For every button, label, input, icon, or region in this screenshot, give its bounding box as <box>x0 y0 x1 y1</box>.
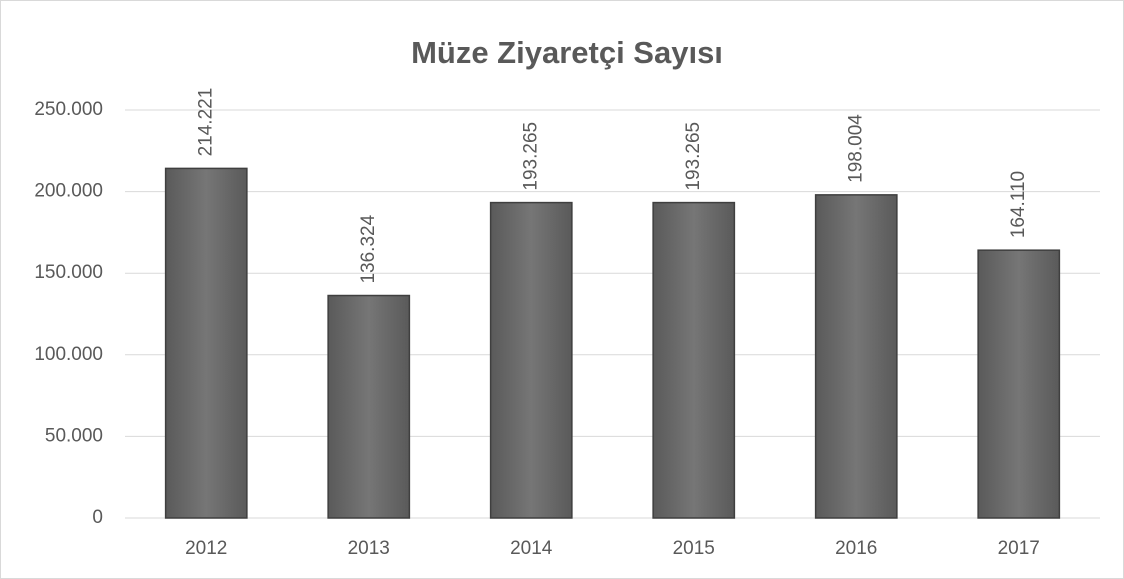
y-tick-label: 0 <box>92 507 103 528</box>
data-label: 136.324 <box>358 214 379 283</box>
chart-title: Müze Ziyaretçi Sayısı <box>411 35 723 70</box>
x-tick-label: 2016 <box>835 538 877 559</box>
bar <box>164 167 248 519</box>
x-tick-label: 2012 <box>185 538 227 559</box>
x-tick-label: 2014 <box>510 538 553 559</box>
y-tick-label: 150.000 <box>34 262 103 283</box>
x-tick-label: 2017 <box>998 538 1040 559</box>
y-tick-label: 200.000 <box>34 181 103 202</box>
bar <box>327 294 411 519</box>
data-label: 214.221 <box>195 88 216 157</box>
bar <box>489 201 573 519</box>
data-label: 164.110 <box>1008 171 1029 238</box>
bar <box>977 249 1061 519</box>
y-tick-label: 50.000 <box>45 425 103 446</box>
y-tick-label: 100.000 <box>34 344 103 365</box>
x-tick-label: 2015 <box>673 538 715 559</box>
bar <box>652 201 736 519</box>
data-label: 198.004 <box>845 114 866 183</box>
y-tick-label: 250.000 <box>34 99 103 120</box>
bar <box>814 194 898 519</box>
x-tick-label: 2013 <box>348 538 390 559</box>
data-label: 193.265 <box>683 122 704 191</box>
data-label: 193.265 <box>520 122 541 191</box>
